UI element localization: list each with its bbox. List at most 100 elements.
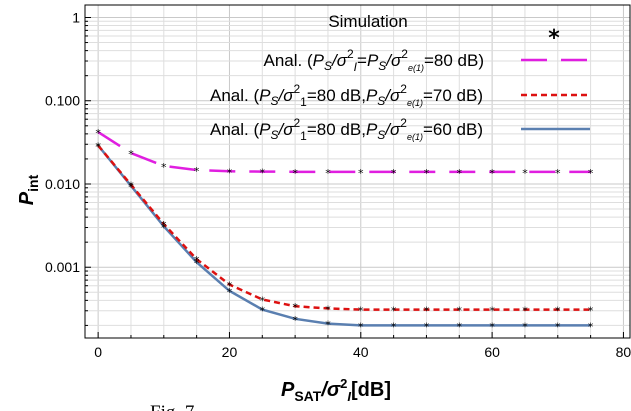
legend-label-3: Anal. (PS/σ21=80 dB,PS/σ2e(1)=60 dB) [210, 116, 483, 143]
legend-text-part: P [313, 51, 325, 70]
legend-text-part: /σ [384, 86, 401, 105]
simulation-marker: * [588, 305, 594, 318]
simulation-marker: * [522, 320, 528, 333]
simulation-marker: * [424, 305, 430, 318]
simulation-marker: * [391, 305, 397, 318]
simulation-marker: * [358, 320, 364, 333]
legend-text-part: S [324, 59, 332, 73]
simulation-marker: * [391, 167, 397, 180]
x-axis-title: PSAT/σ2I[dB] [281, 376, 391, 404]
simulation-marker: * [588, 320, 594, 333]
legend-simulation-marker: * [548, 26, 560, 51]
legend-text-part: Anal. ( [210, 86, 259, 105]
simulation-marker: * [457, 167, 463, 180]
legend-text-part: I [354, 60, 358, 74]
legend-text-part: /σ [384, 120, 401, 139]
legend-text-part: P [367, 51, 379, 70]
simulation-marker: * [292, 167, 298, 180]
simulation-marker: * [260, 167, 266, 180]
simulation-marker: * [95, 140, 101, 153]
tick-layer: 0 20 40 60 80 1 0.100 0.010 0.001 [45, 9, 631, 360]
legend-text-part: 2 [347, 47, 354, 61]
simulation-marker: * [95, 127, 101, 140]
simulation-marker: * [227, 286, 233, 299]
series-line-1 [97, 131, 591, 174]
legend-text-part: = [357, 51, 367, 70]
simulation-marker: * [161, 219, 167, 232]
x-tick-label: 60 [484, 344, 500, 360]
series-line-2 [97, 144, 591, 311]
x-tick-label: 80 [616, 344, 631, 360]
legend-simulation-label: Simulation [328, 12, 407, 31]
y-axis-title-main: P [16, 191, 38, 205]
simulation-marker: * [489, 305, 495, 318]
x-tick-label: 40 [353, 344, 369, 360]
simulation-marker: * [358, 305, 364, 318]
x-tick-label: 0 [94, 344, 102, 360]
legend-text-part: S [377, 94, 385, 108]
simulation-marker: * [555, 320, 561, 333]
x-axis-title-main: P [281, 379, 295, 401]
figure-caption: Fig. 7 [150, 402, 194, 411]
legend-text-part: 1 [300, 95, 307, 109]
simulation-marker: * [194, 254, 200, 267]
legend-text-part: e(1) [407, 132, 423, 142]
series-layer [97, 131, 591, 327]
simulation-marker: * [128, 148, 134, 161]
simulation-marker: * [260, 305, 266, 318]
series-line-3 [97, 144, 591, 327]
x-axis-title-sub2: I [347, 389, 351, 404]
simulation-marker: * [424, 320, 430, 333]
simulation-marker: * [194, 165, 200, 178]
legend-text-part: /σ [278, 86, 295, 105]
x-axis-title-mid: /σ [320, 379, 341, 401]
x-axis-title-sub: SAT [294, 388, 321, 404]
simulation-marker: * [424, 167, 430, 180]
legend-text-part: 1 [300, 129, 307, 143]
simulation-marker: * [260, 294, 266, 307]
legend-text-part: /σ [278, 120, 295, 139]
simulation-marker: * [489, 320, 495, 333]
legend-text-part: S [270, 94, 278, 108]
simulation-marker: * [161, 221, 167, 234]
y-axis-title-sub: int [25, 174, 41, 191]
simulation-marker: * [227, 166, 233, 179]
legend-text-part: P [259, 120, 271, 139]
legend-text-part: e(1) [408, 63, 424, 73]
plot-frame [84, 4, 631, 339]
legend-text-part: P [366, 120, 378, 139]
legend-text-part: =60 dB) [423, 120, 483, 139]
legend-text-part: =80 dB, [307, 120, 366, 139]
legend-text-part: =70 dB) [423, 86, 483, 105]
y-tick-label: 1 [72, 9, 80, 25]
simulation-marker: * [325, 167, 331, 180]
legend-text-part: 2 [400, 116, 407, 130]
legend-text-part: 2 [293, 116, 300, 130]
simulation-marker: * [555, 167, 561, 180]
x-axis-title-sup: 2 [340, 376, 347, 391]
simulation-marker: * [292, 314, 298, 327]
simulation-marker: * [325, 319, 331, 332]
legend-label-2: Anal. (PS/σ21=80 dB,PS/σ2e(1)=70 dB) [210, 82, 483, 109]
y-axis-title: Pint [16, 174, 41, 205]
legend-text-part: =80 dB, [307, 86, 366, 105]
legend-text-part: Anal. ( [210, 120, 259, 139]
x-axis-title-tail: [dB] [351, 379, 391, 401]
simulation-marker: * [194, 257, 200, 270]
legend-text-part: e(1) [407, 98, 423, 108]
legend-text-part: S [270, 128, 278, 142]
y-tick-label: 0.001 [45, 259, 80, 275]
simulation-marker: * [358, 167, 364, 180]
legend-text-part: =80 dB) [424, 51, 484, 70]
simulation-marker: * [292, 301, 298, 314]
simulation-marker: * [555, 305, 561, 318]
simulation-marker: * [457, 320, 463, 333]
legend-label-1: Anal. (PS/σ2I=PS/σ2e(1)=80 dB) [263, 47, 484, 74]
legend-text-part: S [378, 59, 386, 73]
legend-text-part: S [377, 128, 385, 142]
simulation-marker: * [522, 167, 528, 180]
legend-text-part: P [259, 86, 271, 105]
